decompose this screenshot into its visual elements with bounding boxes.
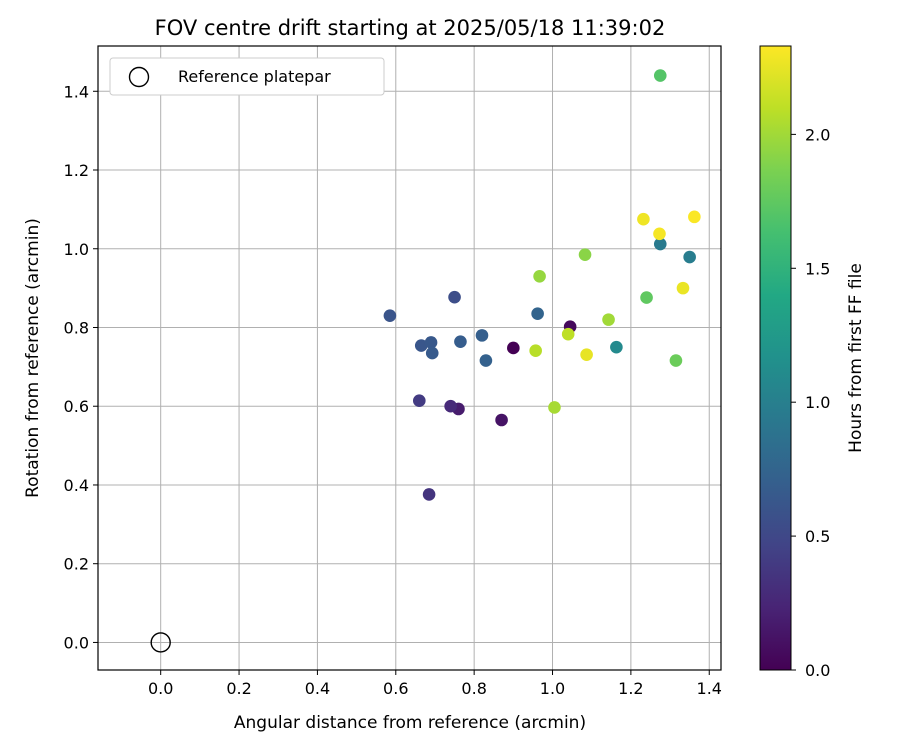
data-point [475,329,489,342]
data-point [578,248,592,261]
plot-frame [97,45,722,671]
legend: Reference platepar [109,57,385,96]
x-tick-label: 0.2 [226,679,251,698]
data-point [448,290,461,304]
y-tick-label: 1.0 [64,240,89,259]
x-tick-label: 1.0 [540,679,565,698]
colorbar-tick-label: 2.0 [805,125,830,144]
data-point [424,336,438,349]
y-tick-label: 0.0 [64,633,89,652]
data-point [444,399,457,413]
x-tick-label: 1.2 [618,679,643,698]
x-tick-label: 1.4 [697,679,722,698]
data-point [676,281,690,295]
data-point [610,340,623,354]
data-point [495,413,508,427]
y-tick-label: 0.8 [64,318,89,337]
x-axis-label: Angular distance from reference (arcmin) [234,713,586,733]
data-point [383,309,397,322]
data-point [637,212,650,226]
data-point [422,488,436,501]
data-point [561,327,575,341]
data-point [640,291,653,304]
grid [98,46,721,670]
x-tick-label: 0.0 [148,679,173,698]
colorbar-tick-label: 0.5 [805,527,830,546]
chart-title: FOV centre drift starting at 2025/05/18 … [155,16,666,40]
x-tick-label: 0.6 [383,679,408,698]
colorbar-tick-label: 1.5 [805,259,830,278]
data-point [531,307,544,321]
data-point [454,335,467,348]
y-tick-label: 0.4 [64,476,89,495]
data-point [425,346,439,360]
y-tick-label: 0.2 [64,555,89,574]
data-point [653,69,667,82]
data-point [602,313,615,326]
data-point [507,341,520,355]
data-point [412,394,426,408]
data-points [383,69,701,501]
legend-box [109,57,385,96]
colorbar-tick-label: 1.0 [805,393,830,412]
x-tick-label: 0.4 [305,679,330,698]
data-point [653,227,666,241]
x-tick-label: 0.8 [461,679,486,698]
y-tick-label: 0.6 [64,397,89,416]
data-point [533,270,546,283]
y-axis-ticks: 0.0 0.2 0.4 0.6 0.8 1.0 1.2 1.4 [64,82,98,652]
y-tick-label: 1.4 [64,82,89,101]
data-point [548,401,561,414]
legend-reference-marker-icon [128,66,150,88]
colorbar-ticks: 0.0 0.5 1.0 1.5 2.0 [791,125,830,680]
colorbar-label: Hours from first FF file [846,263,866,453]
data-point [653,237,667,251]
data-point [669,354,683,367]
data-point [479,354,493,367]
data-point [688,210,701,224]
data-point [529,344,542,358]
colorbar: 0.0 0.5 1.0 1.5 2.0 Hours from first FF file [759,45,866,680]
reference-layer [150,632,171,653]
y-tick-label: 1.2 [64,161,89,180]
colorbar-gradient [759,45,792,671]
data-point [683,250,696,264]
data-point [414,339,428,352]
legend-label: Reference platepar [178,67,331,86]
y-axis-label: Rotation from reference (arcmin) [23,218,43,498]
x-axis-ticks: 0.0 0.2 0.4 0.6 0.8 1.0 1.2 1.4 [148,670,722,698]
data-point [580,348,593,361]
reference-platepar-marker [150,632,171,653]
colorbar-tick-label: 0.0 [805,661,830,680]
